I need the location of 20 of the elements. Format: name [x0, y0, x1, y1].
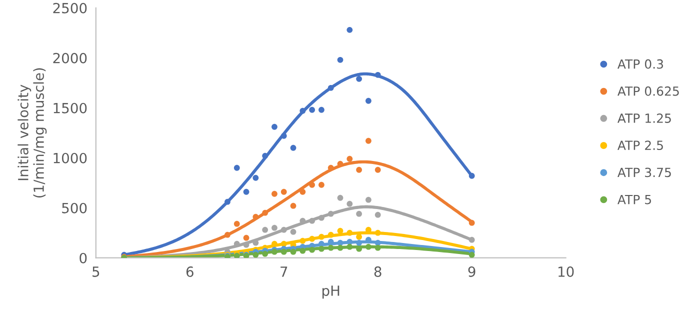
- x-tick-label: 6: [186, 266, 194, 277]
- y-tick-label: 2000: [53, 52, 87, 64]
- y-tick-label: 2500: [53, 2, 87, 14]
- legend-label: ATP 3.75: [618, 168, 671, 178]
- y-axis-title: Initial velocity (1/min/mg muscle): [18, 68, 47, 198]
- y-tick-label: 500: [62, 202, 87, 214]
- x-tick-label: 9: [468, 266, 476, 277]
- x-tick-label: 5: [92, 266, 100, 277]
- y-tick-label: 0: [80, 252, 87, 264]
- x-tick-label: 7: [280, 266, 288, 277]
- legend-label: ATP 5: [618, 194, 651, 204]
- x-tick-label: 10: [558, 266, 574, 277]
- legend-label: ATP 2.5: [618, 140, 663, 150]
- x-tick-label: 8: [374, 266, 382, 277]
- x-axis-title: pH: [322, 286, 340, 299]
- legend-label: ATP 0.625: [618, 86, 679, 96]
- legend-label: ATP 1.25: [618, 114, 671, 123]
- legend-label: ATP 0.3: [618, 59, 664, 69]
- y-tick-label: 1000: [54, 152, 87, 164]
- y-tick-label: 1500: [54, 102, 87, 114]
